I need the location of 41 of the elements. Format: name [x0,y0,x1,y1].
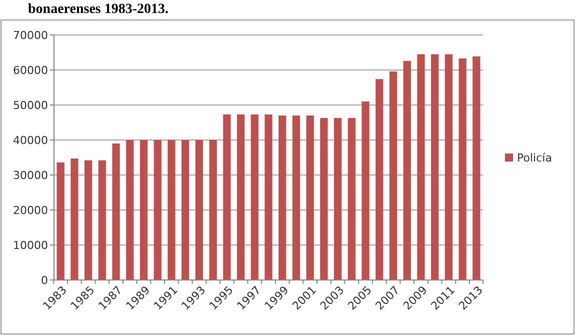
y-tick-label: 50000 [13,98,48,112]
bar [223,114,231,280]
bar [264,114,272,280]
bar [306,116,314,280]
bar [195,140,204,280]
bar [98,160,106,280]
bar [458,58,466,280]
legend-label: Policía [517,151,552,164]
bar [70,158,78,280]
bar [112,144,120,280]
bar [182,140,190,280]
y-tick-label: 0 [41,274,48,287]
bar [236,114,245,280]
bar [320,118,328,280]
bar [278,116,286,280]
y-tick-label: 40000 [13,134,48,147]
y-tick-label: 60000 [13,64,48,77]
bar [403,60,411,280]
bar [126,140,134,280]
bar [376,79,384,280]
bar [56,162,64,280]
bar [472,56,480,280]
bar [140,140,148,280]
bar [209,140,217,280]
bar [84,160,92,280]
bar [417,54,425,280]
bar [292,116,300,280]
bar [362,102,370,280]
y-tick-label: 20000 [13,204,48,217]
bar [168,140,176,280]
chart-title: bonaerenses 1983-2013. [28,2,169,17]
y-tick-label: 30000 [13,168,48,182]
bar [348,118,356,280]
bar [444,54,453,280]
bar [154,140,162,280]
bar [389,71,398,280]
bar [250,114,258,280]
bar [334,118,342,280]
y-tick-label: 10000 [13,238,48,252]
y-tick-label: 70000 [13,28,48,42]
bar [431,54,439,280]
